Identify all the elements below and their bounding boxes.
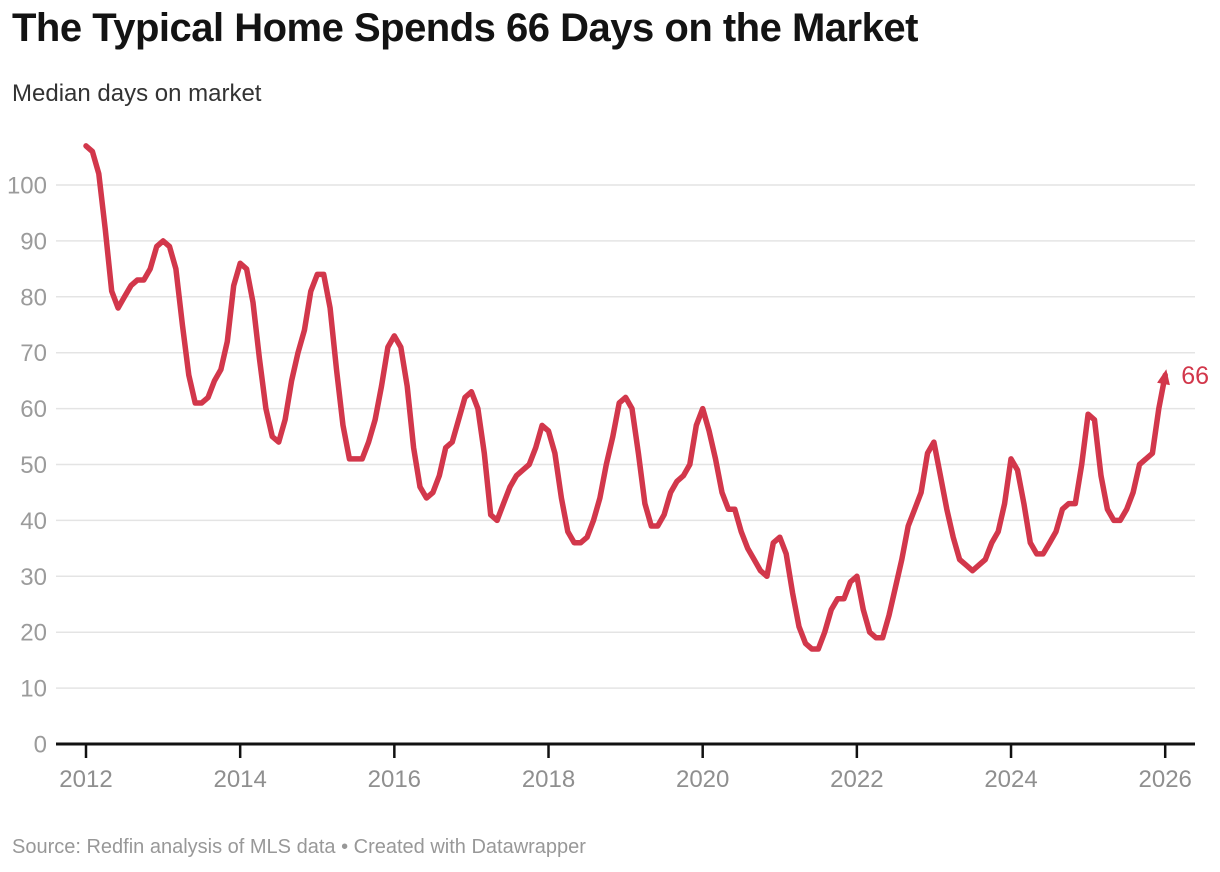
y-axis-label: 0 <box>34 732 47 759</box>
chart-title: The Typical Home Spends 66 Days on the M… <box>12 6 918 50</box>
x-axis-label: 2026 <box>1139 766 1192 793</box>
series-line <box>83 143 1168 652</box>
y-axis-label: 50 <box>20 452 47 479</box>
x-axis-label: 2014 <box>213 766 266 793</box>
y-axis-label: 30 <box>20 564 47 591</box>
x-axis-label: 2020 <box>676 766 729 793</box>
line-arrowhead <box>1157 369 1170 386</box>
x-axis-label: 2012 <box>59 766 112 793</box>
source-line: Source: Redfin analysis of MLS data • Cr… <box>12 836 586 858</box>
y-axis-label: 70 <box>20 340 47 367</box>
y-axis-label: 60 <box>20 396 47 423</box>
x-axis-label: 2022 <box>830 766 883 793</box>
series-layer <box>83 143 1170 652</box>
y-axis-label: 100 <box>7 173 47 200</box>
end-value-label: 66 <box>1181 362 1209 390</box>
y-axis-label: 20 <box>20 620 47 647</box>
y-axis-label: 10 <box>20 676 47 703</box>
y-axis-label: 90 <box>20 228 47 255</box>
y-axis-label: 80 <box>20 284 47 311</box>
x-axis-label: 2024 <box>984 766 1037 793</box>
y-axis-label: 40 <box>20 508 47 535</box>
x-axis-label: 2016 <box>368 766 421 793</box>
axis-labels: 0 10 20 30 40 50 60 70 80 90 100 2012 2014 2016 2018 20… <box>7 173 1192 794</box>
chart-subtitle: Median days on market <box>12 80 262 107</box>
x-axis-label: 2018 <box>522 766 575 793</box>
gridlines <box>56 184 1195 746</box>
